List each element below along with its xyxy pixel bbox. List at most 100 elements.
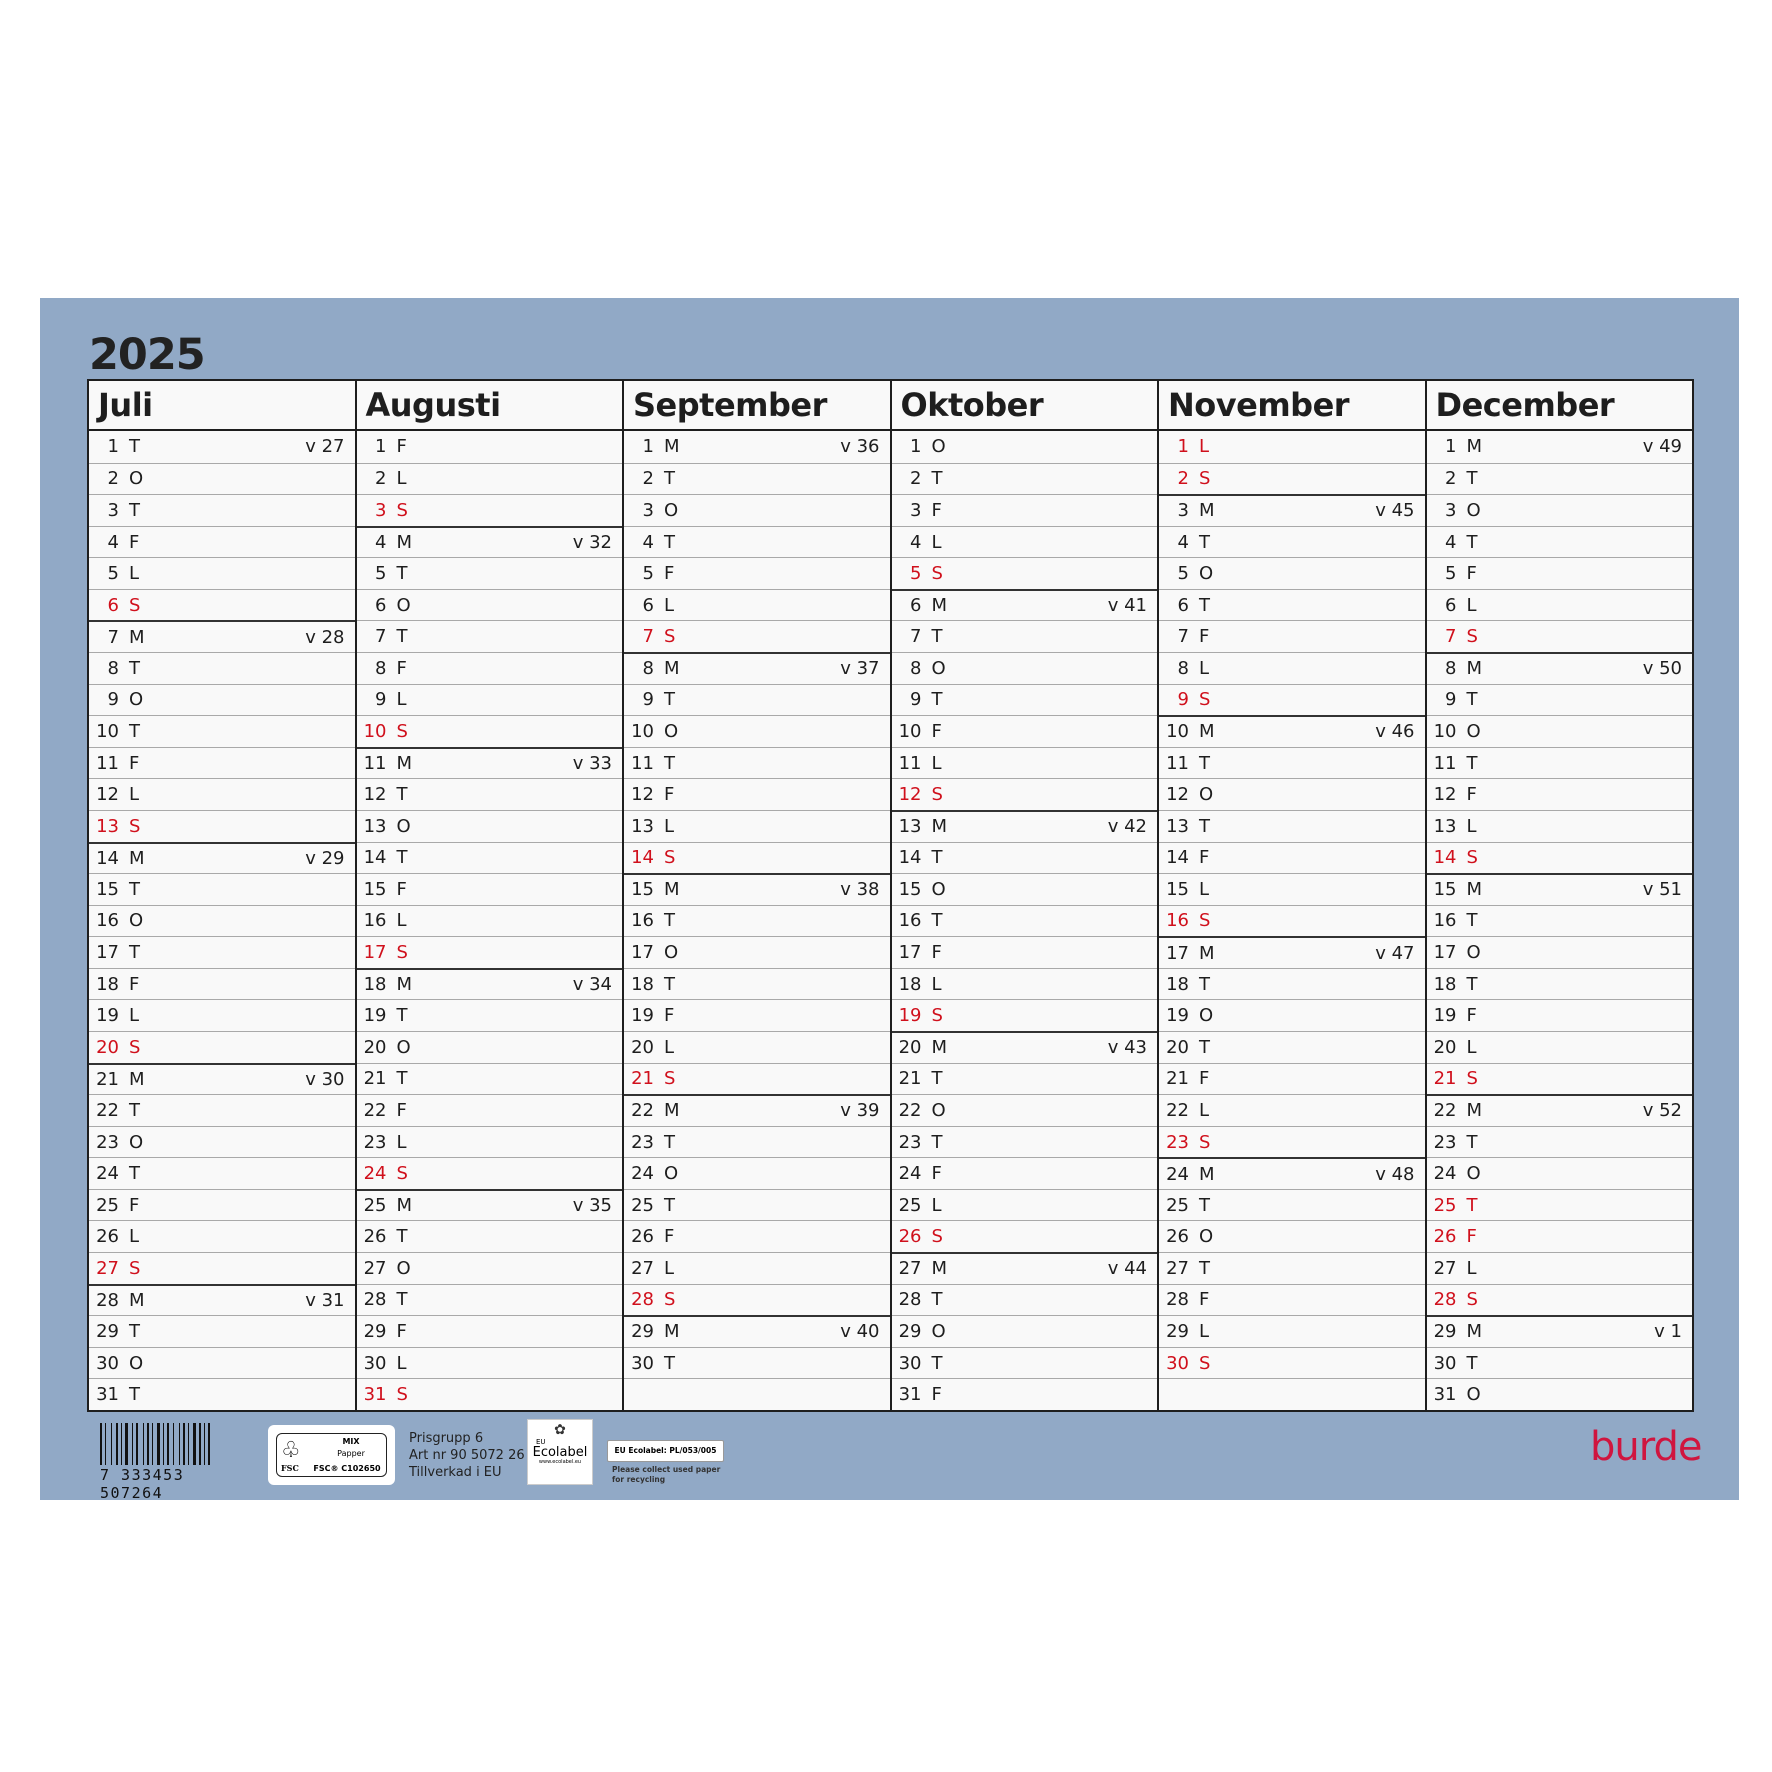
day-number: 4	[1445, 531, 1457, 553]
weekday-letter: S	[1466, 847, 1478, 869]
day-row: 13 L	[1426, 809, 1692, 842]
week-number: v 44	[1107, 1258, 1147, 1280]
day-number: 27	[96, 1257, 119, 1279]
weekday-letter: T	[129, 657, 140, 679]
weekday-letter: M	[664, 879, 680, 901]
day-number: 2	[910, 468, 922, 490]
day-number: 16	[898, 910, 922, 932]
day-row: 30 T	[624, 1346, 890, 1379]
weekday-letter: M	[931, 816, 948, 838]
day-row: 17 S	[356, 936, 622, 968]
barcode-number: 7 333453 507264	[100, 1466, 185, 1502]
weekday-letter: M	[664, 436, 680, 458]
day-row: 31 S	[356, 1378, 622, 1410]
day-number: 3	[375, 499, 387, 521]
day-number: 2	[642, 468, 654, 490]
day-number: 27	[631, 1257, 654, 1279]
day-row: 10 F	[891, 715, 1157, 747]
day-number: 21	[1433, 1068, 1457, 1090]
barcode-bar	[186, 1423, 187, 1465]
day-number: 29	[363, 1320, 387, 1342]
weekday-letter: M	[931, 1037, 948, 1059]
day-number: 21	[631, 1068, 654, 1090]
day-row: 14 T	[356, 841, 622, 874]
day-number: 5	[375, 563, 387, 585]
ecolabel-eu: EU	[536, 1438, 546, 1446]
weekday-letter: M	[396, 532, 413, 554]
day-number: 4	[375, 532, 387, 554]
weekday-letter: S	[1466, 1289, 1478, 1311]
weekday-letter: L	[129, 784, 140, 806]
day-number: 22	[631, 1100, 654, 1122]
day-row: 15 L	[1159, 873, 1425, 905]
day-number: 29	[898, 1320, 922, 1342]
day-number: 7	[375, 626, 387, 648]
weekday-letter: T	[129, 1320, 140, 1342]
weekday-letter: T	[664, 468, 675, 490]
weekday-letter: F	[396, 436, 407, 458]
day-row: 14 T	[891, 841, 1157, 874]
day-row: 26 T	[356, 1220, 622, 1252]
day-number: 6	[1445, 594, 1457, 616]
weekday-letter: S	[931, 1005, 943, 1027]
day-number: 4	[1177, 531, 1189, 553]
weekday-letter: L	[931, 752, 942, 774]
barcode-bar	[100, 1423, 102, 1465]
day-number: 27	[1166, 1257, 1189, 1279]
week-number: v 47	[1375, 942, 1415, 964]
day-number: 26	[631, 1226, 654, 1248]
weekday-letter: M	[396, 1195, 413, 1217]
weekday-letter: T	[931, 1352, 943, 1374]
day-number: 22	[898, 1099, 922, 1121]
weekday-letter: F	[1199, 1068, 1210, 1090]
week-number: v 43	[1107, 1037, 1147, 1059]
weekday-letter: L	[129, 563, 140, 585]
weekday-letter: M	[1199, 942, 1215, 964]
day-number: 6	[1177, 594, 1189, 616]
weekday-letter: T	[1466, 752, 1478, 774]
weekday-letter: S	[931, 1226, 943, 1248]
weekday-letter: S	[396, 499, 408, 521]
barcode-bar	[134, 1423, 135, 1465]
weekday-letter: S	[931, 563, 943, 585]
day-number: 26	[363, 1226, 387, 1248]
day-row: 22 F	[356, 1094, 622, 1126]
day-row: 25 T	[624, 1188, 890, 1221]
day-row: 17 O	[624, 936, 890, 968]
weekday-letter: O	[664, 720, 679, 742]
weekday-letter: F	[931, 720, 942, 742]
day-number: 18	[96, 973, 119, 995]
day-number: 17	[1433, 942, 1457, 964]
weekday-letter: L	[129, 1226, 140, 1248]
day-row: 21 T	[356, 1062, 622, 1095]
weekday-letter: S	[396, 720, 408, 742]
week-number: v 27	[305, 436, 345, 458]
day-number: 12	[363, 784, 387, 806]
day-number: 29	[1433, 1321, 1457, 1343]
day-number: 25	[96, 1194, 119, 1216]
weekday-letter: O	[129, 910, 144, 932]
day-row: 26 O	[1159, 1220, 1425, 1252]
day-number: 19	[363, 1005, 387, 1027]
weekday-letter: M	[129, 1289, 145, 1311]
weekday-letter: O	[1199, 784, 1214, 806]
weekday-letter: O	[129, 1352, 144, 1374]
day-number: 8	[1177, 657, 1189, 679]
week-number: v 36	[840, 436, 880, 458]
weekday-letter: M	[129, 626, 145, 648]
day-number: 28	[96, 1289, 119, 1311]
